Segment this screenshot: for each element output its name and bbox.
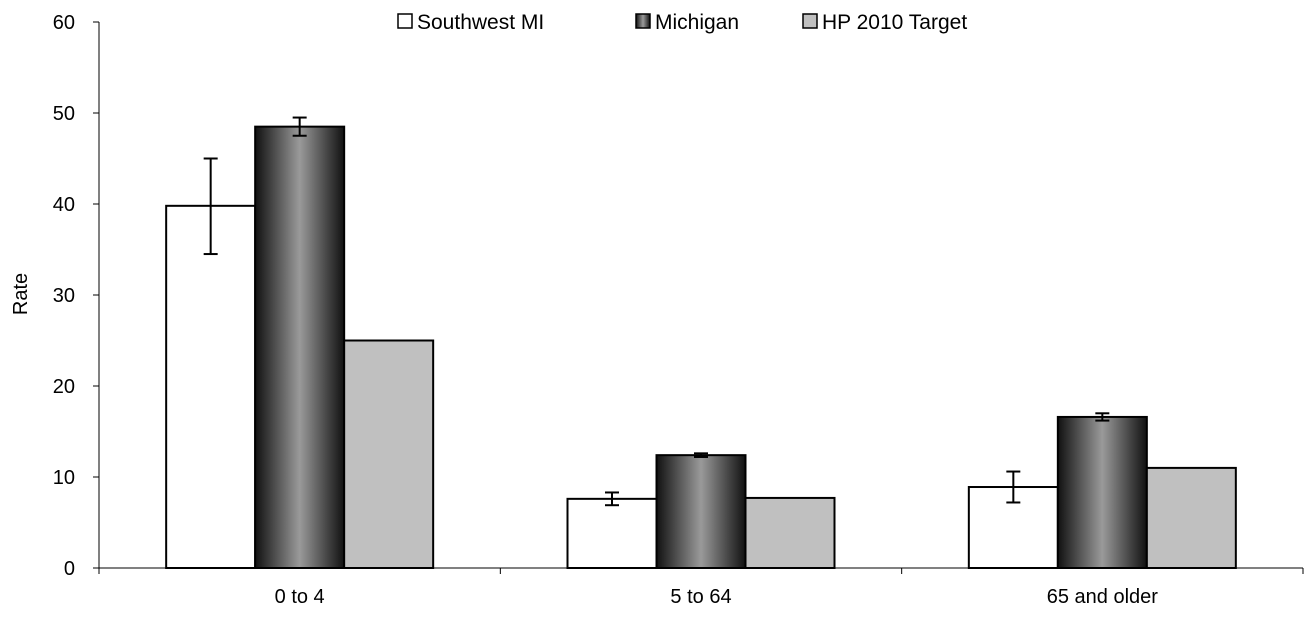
y-tick-label: 40 <box>53 194 75 216</box>
y-tick-label: 10 <box>53 467 75 489</box>
y-tick-label: 0 <box>64 558 75 580</box>
y-tick-label: 20 <box>53 376 75 398</box>
y-axis-title: Rate <box>10 273 32 315</box>
bar <box>655 454 747 569</box>
tick-labels: 0 10 20 30 40 50 60 0 to 4 5 to 64 65 and older <box>53 12 1159 608</box>
bar <box>343 339 435 569</box>
bar <box>566 497 658 569</box>
x-category-label: 0 to 4 <box>275 586 325 608</box>
bar <box>1056 415 1148 569</box>
legend-swatch <box>397 13 413 29</box>
bar <box>165 204 257 569</box>
bar <box>744 496 836 569</box>
x-category-label: 5 to 64 <box>670 586 731 608</box>
x-category-label: 65 and older <box>1047 586 1159 608</box>
y-tick-label: 50 <box>53 103 75 125</box>
error-bars <box>203 116 1110 507</box>
legend-label: Southwest MI <box>417 11 544 34</box>
legend: Southwest MI Michigan HP 2010 Target <box>397 11 967 34</box>
y-tick-label: 30 <box>53 285 75 307</box>
bars <box>165 125 1237 570</box>
legend-swatch <box>635 13 651 29</box>
y-tick-label: 60 <box>53 12 75 34</box>
legend-swatch <box>802 13 818 29</box>
bar <box>1145 466 1237 569</box>
legend-label: HP 2010 Target <box>822 11 967 34</box>
legend-label: Michigan <box>655 11 739 34</box>
bar <box>254 125 346 570</box>
